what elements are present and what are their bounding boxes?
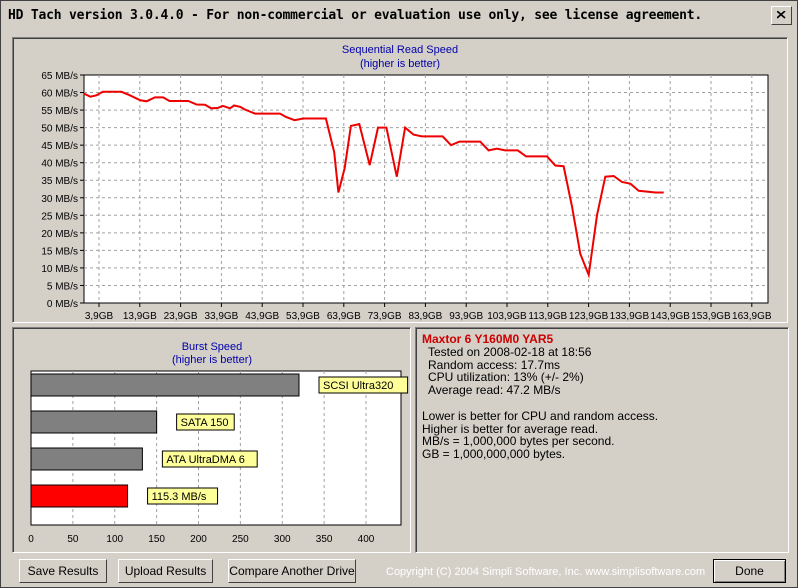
compare-drive-label: Compare Another Drive bbox=[229, 564, 355, 578]
seq-y-tick-label: 55 MB/s bbox=[41, 106, 78, 117]
seq-x-tick-label: 63,9GB bbox=[327, 311, 361, 321]
drive-info-panel: Maxtor 6 Y160M0 YAR5 Tested on 2008-02-1… bbox=[415, 327, 789, 553]
seq-chart-title: Sequential Read Speed bbox=[342, 44, 458, 56]
seq-x-tick-label: 43,9GB bbox=[245, 311, 279, 321]
burst-chart-title: Burst Speed bbox=[182, 341, 243, 353]
close-icon bbox=[777, 11, 786, 19]
seq-y-tick-label: 65 MB/s bbox=[41, 71, 78, 82]
seq-y-tick-label: 0 MB/s bbox=[47, 299, 78, 310]
burst-speed-panel: Burst Speed (higher is better) 0 50 100 150 20… bbox=[12, 327, 411, 553]
seq-y-tick-label: 5 MB/s bbox=[47, 281, 78, 292]
seq-y-tick-label: 10 MB/s bbox=[41, 264, 78, 275]
seq-x-tick-label: 113,9GB bbox=[528, 311, 567, 321]
seq-y-tick-label: 15 MB/s bbox=[41, 246, 78, 257]
burst-bar bbox=[30, 447, 143, 471]
note-cpu: Lower is better for CPU and random acces… bbox=[422, 408, 659, 423]
seq-x-tick-label: 153,9GB bbox=[691, 311, 731, 321]
burst-bar-label: 115.3 MB/s bbox=[152, 491, 207, 503]
burst-bar-label-box bbox=[147, 487, 219, 505]
burst-chart-subtitle: (higher is better) bbox=[172, 354, 252, 366]
burst-bar bbox=[30, 410, 158, 434]
seq-x-tick-label: 83,9GB bbox=[408, 311, 442, 321]
cpu-utilization: CPU utilization: 13% (+/- 2%) bbox=[428, 370, 584, 385]
seq-y-tick-label: 50 MB/s bbox=[41, 124, 78, 135]
burst-x-tick-label: 100 bbox=[106, 534, 123, 545]
copyright-text: Copyright (C) 2004 Simpli Software, Inc.… bbox=[386, 566, 706, 578]
title-bar[interactable]: HD Tach version 3.0.4.0 - For non-commer… bbox=[2, 2, 796, 30]
burst-bar-label: ATA UltraDMA 6 bbox=[166, 454, 244, 466]
burst-bar-label-box bbox=[176, 413, 235, 431]
burst-speed-chart: Burst Speed(higher is better) 0 50 100 150 20… bbox=[28, 341, 409, 545]
burst-bar bbox=[30, 373, 300, 397]
burst-bar-label: SATA 150 bbox=[181, 417, 229, 429]
seq-x-tick-label: 3,9GB bbox=[85, 311, 114, 321]
seq-y-tick-label: 35 MB/s bbox=[41, 176, 78, 187]
sequential-read-chart: Sequential Read Speed (higher is better) 0… bbox=[41, 44, 772, 322]
save-results-label: Save Results bbox=[27, 564, 99, 578]
window-title: HD Tach version 3.0.4.0 - For non-commer… bbox=[8, 8, 703, 23]
seq-x-tick-label: 23,9GB bbox=[164, 311, 198, 321]
save-results-button[interactable]: Save Results bbox=[19, 559, 107, 583]
burst-x-tick-label: 250 bbox=[232, 534, 249, 545]
tested-on: Tested on 2008-02-18 at 18:56 bbox=[428, 344, 592, 359]
sequential-read-panel: Sequential Read Speed (higher is better) 0… bbox=[12, 37, 788, 323]
seq-y-tick-label: 25 MB/s bbox=[41, 211, 78, 222]
note-average: Higher is better for average read. bbox=[422, 421, 599, 436]
seq-y-tick-label: 45 MB/s bbox=[41, 141, 78, 152]
seq-x-tick-label: 133,9GB bbox=[610, 311, 650, 321]
burst-bar-label-box bbox=[318, 376, 409, 394]
burst-x-tick-label: 150 bbox=[148, 534, 165, 545]
average-read: Average read: 47.2 MB/s bbox=[428, 383, 561, 398]
seq-series-line bbox=[83, 90, 664, 279]
seq-x-tick-label: 93,9GB bbox=[449, 311, 483, 321]
done-label: Done bbox=[735, 564, 764, 578]
seq-y-tick-label: 30 MB/s bbox=[41, 194, 78, 205]
seq-x-tick-label: 53,9GB bbox=[286, 311, 320, 321]
seq-x-tick-label: 123,9GB bbox=[569, 311, 609, 321]
note-gb: GB = 1,000,000,000 bytes. bbox=[422, 447, 566, 462]
upload-results-label: Upload Results bbox=[124, 564, 207, 578]
seq-x-tick-label: 33,9GB bbox=[204, 311, 238, 321]
seq-y-tick-label: 40 MB/s bbox=[41, 159, 78, 170]
compare-drive-button[interactable]: Compare Another Drive bbox=[228, 559, 356, 583]
seq-x-tick-label: 73,9GB bbox=[368, 311, 402, 321]
burst-x-tick-label: 350 bbox=[316, 534, 333, 545]
burst-x-tick-label: 300 bbox=[274, 534, 291, 545]
upload-results-button[interactable]: Upload Results bbox=[118, 559, 213, 583]
close-button[interactable] bbox=[771, 6, 792, 25]
burst-x-tick-label: 200 bbox=[190, 534, 207, 545]
note-mbs: MB/s = 1,000,000 bytes per second. bbox=[422, 434, 615, 449]
seq-y-tick-label: 20 MB/s bbox=[41, 229, 78, 240]
burst-bar-label: SCSI Ultra320 bbox=[323, 380, 393, 392]
seq-y-tick-label: 60 MB/s bbox=[41, 89, 78, 100]
seq-x-tick-label: 143,9GB bbox=[650, 311, 690, 321]
seq-x-tick-label: 13,9GB bbox=[123, 311, 157, 321]
seq-chart-subtitle: (higher is better) bbox=[360, 58, 440, 70]
seq-plot-area bbox=[83, 74, 769, 304]
burst-x-tick-label: 0 bbox=[28, 534, 34, 545]
seq-x-tick-label: 163,9GB bbox=[732, 311, 772, 321]
burst-x-tick-label: 50 bbox=[67, 534, 79, 545]
burst-bar-label-box bbox=[161, 450, 258, 468]
burst-bar bbox=[30, 484, 129, 508]
device-name: Maxtor 6 Y160M0 YAR5 bbox=[422, 332, 554, 346]
random-access: Random access: 17.7ms bbox=[428, 357, 561, 372]
done-button[interactable]: Done bbox=[713, 559, 786, 583]
burst-x-tick-label: 400 bbox=[358, 534, 375, 545]
seq-x-tick-label: 103,9GB bbox=[487, 311, 527, 321]
